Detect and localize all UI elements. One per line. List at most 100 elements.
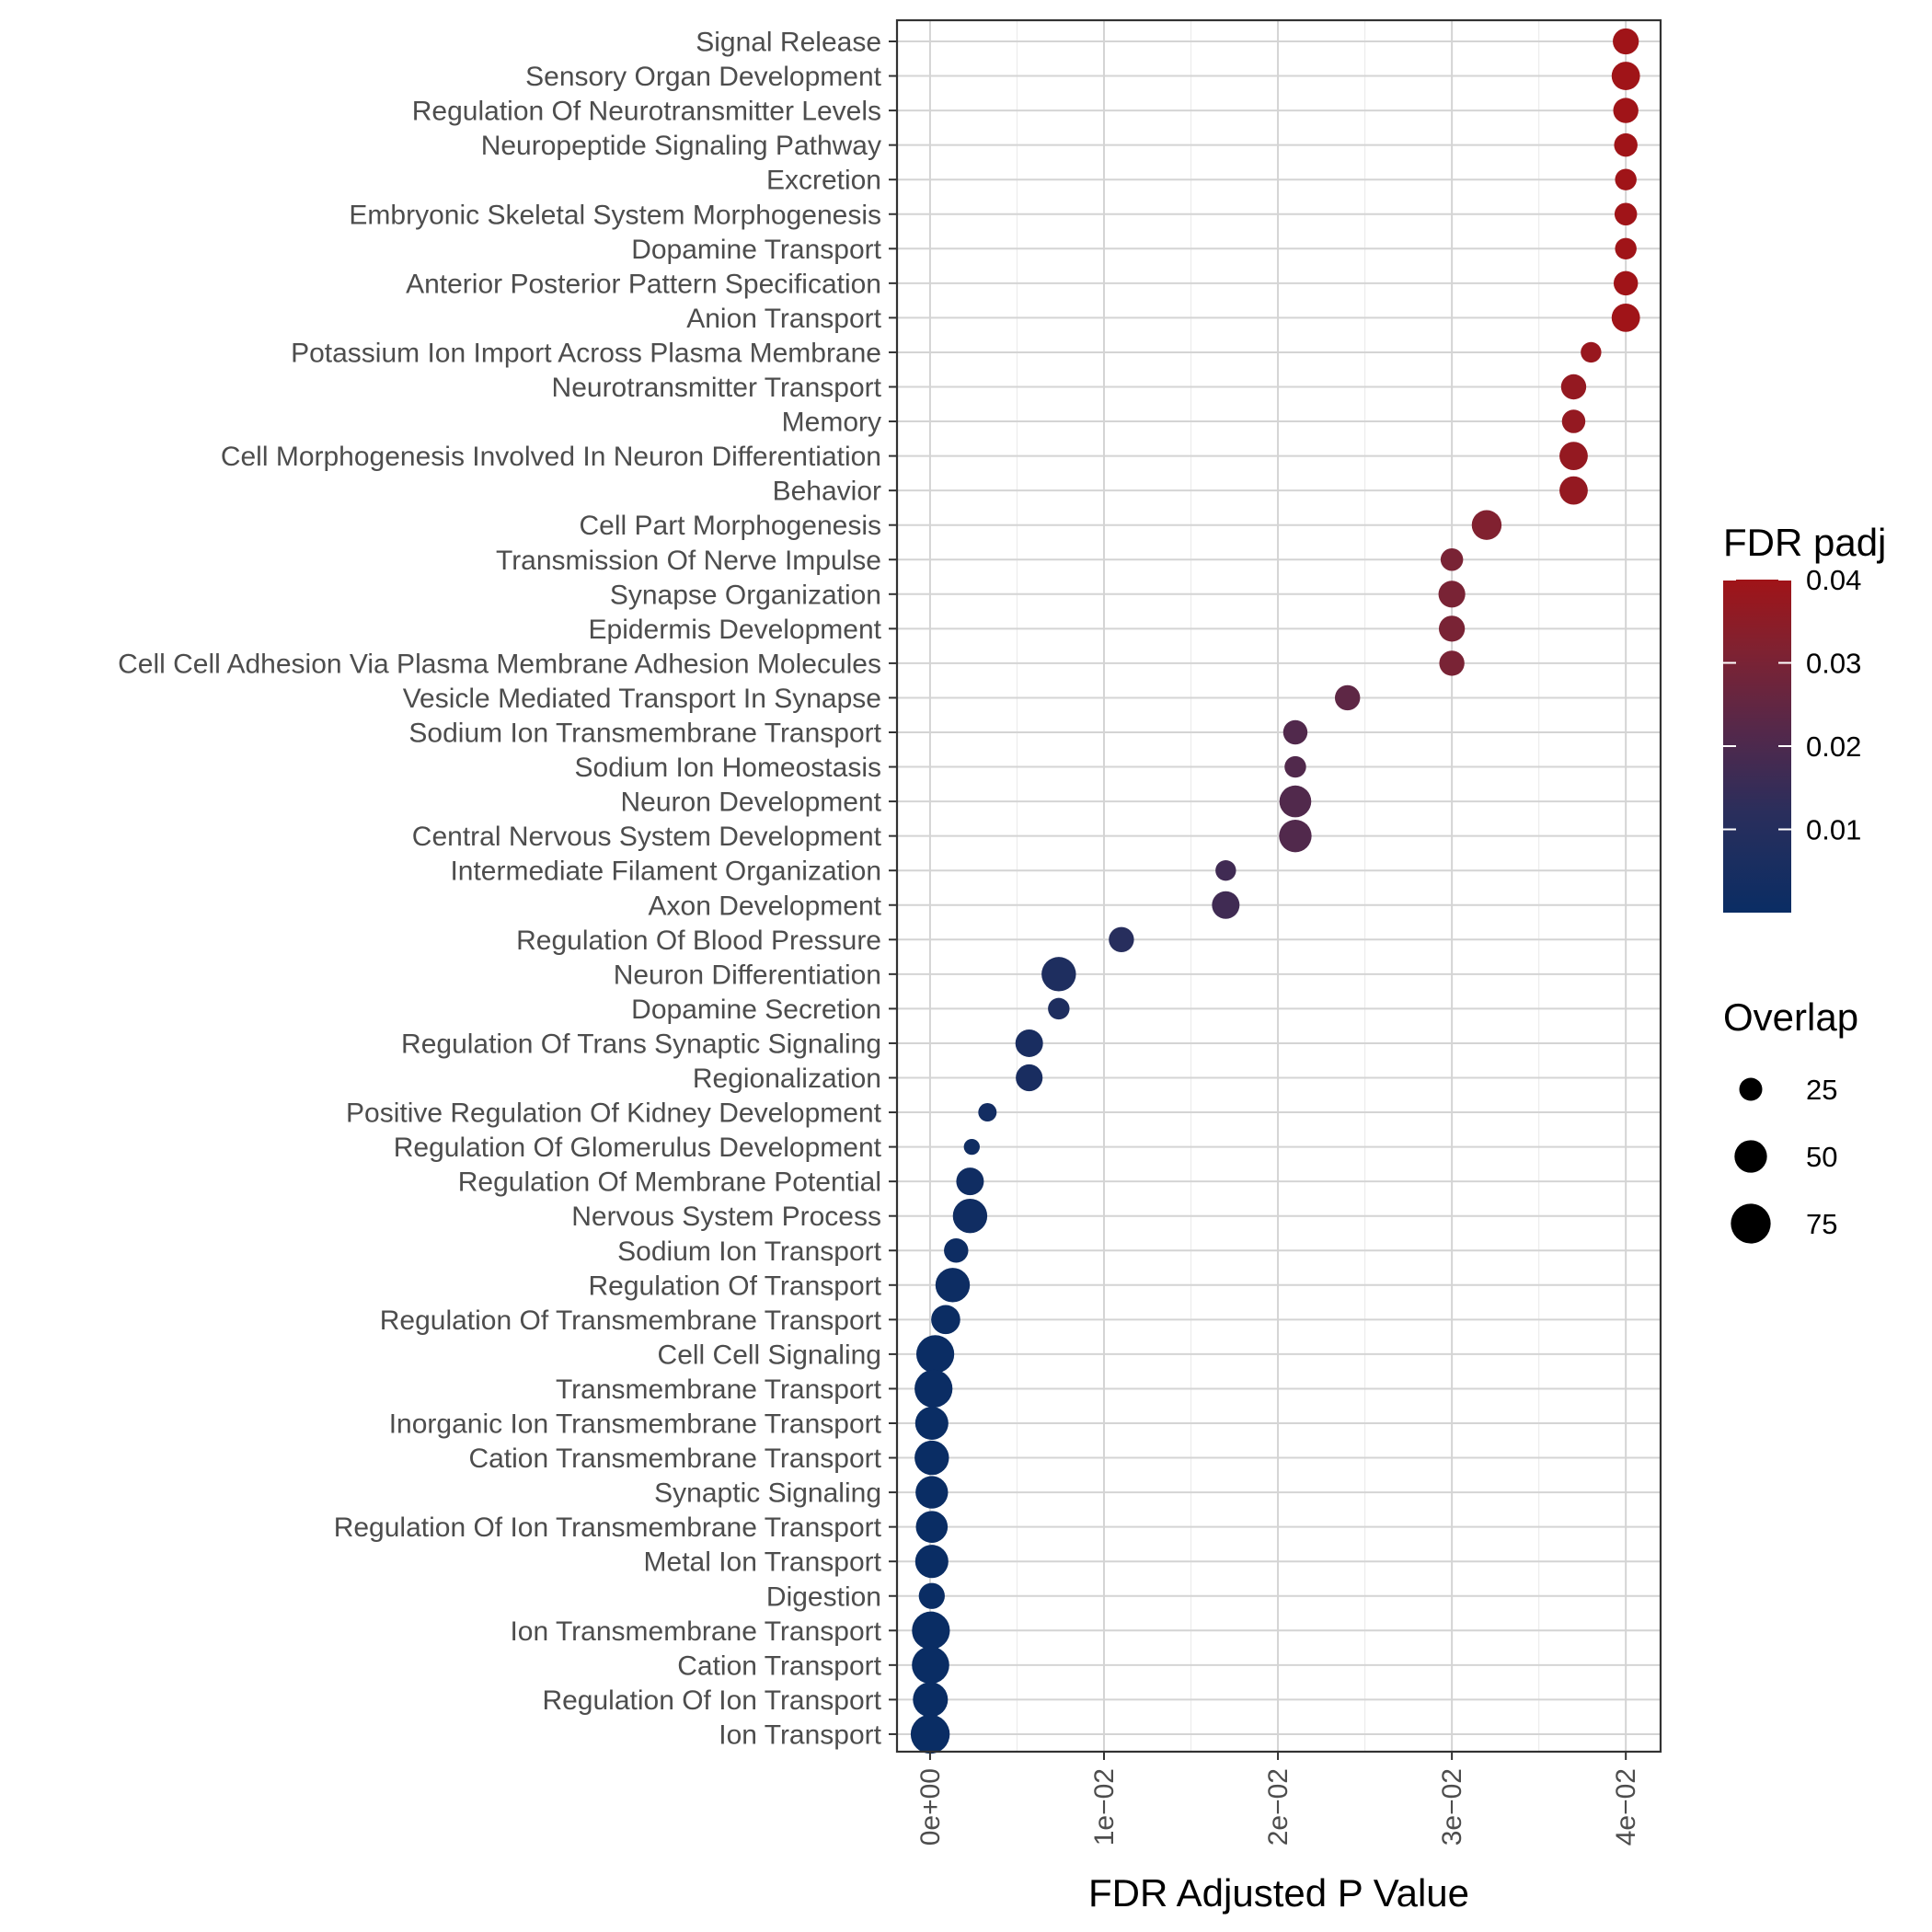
y-tick-label: Axon Development (649, 891, 882, 921)
data-point (918, 1582, 945, 1609)
x-axis: 0e+00 1e−02 2e−02 3e−02 4e−02 (915, 1752, 1641, 1846)
y-tick-label: Anion Transport (686, 304, 881, 334)
data-point (1048, 997, 1070, 1020)
y-tick-label: Sodium Ion Transmembrane Transport (408, 719, 881, 749)
y-tick-label: Dopamine Transport (631, 235, 881, 265)
y-tick-label: Regulation Of Ion Transmembrane Transpor… (334, 1512, 882, 1543)
data-point (914, 1406, 949, 1441)
data-point (1560, 374, 1587, 400)
color-legend-label: 0.04 (1806, 564, 1861, 596)
data-point (912, 1611, 950, 1650)
x-tick-label: 2e−02 (1263, 1768, 1294, 1846)
data-point (914, 1545, 949, 1579)
data-point (1284, 755, 1306, 778)
data-point (1015, 1029, 1043, 1057)
size-legend-key (1739, 1077, 1763, 1101)
y-tick-label: Transmembrane Transport (556, 1374, 882, 1405)
y-tick-label: Vesicle Mediated Transport In Synapse (403, 684, 881, 714)
data-point (1438, 615, 1466, 642)
y-tick-label: Regionalization (693, 1064, 881, 1094)
x-tick-label: 1e−02 (1089, 1768, 1120, 1846)
y-tick-label: Embryonic Skeletal System Morphogenesis (349, 200, 881, 230)
color-legend-title: FDR padj (1723, 521, 1886, 564)
color-legend-ticks: 0.01 0.02 0.03 0.04 (1723, 564, 1861, 846)
y-tick-label: Transmission Of Nerve Impulse (496, 546, 881, 576)
size-legend-label: 50 (1806, 1141, 1837, 1173)
y-tick-label: Cell Cell Adhesion Via Plasma Membrane A… (118, 649, 881, 679)
data-point (1439, 650, 1465, 676)
y-tick-label: Behavior (773, 477, 881, 507)
size-legend-key (1731, 1203, 1771, 1244)
data-point (910, 1714, 950, 1754)
data-point (1611, 62, 1640, 90)
size-legend-label: 25 (1806, 1074, 1837, 1106)
data-point (1282, 719, 1308, 745)
y-tick-label: Cell Morphogenesis Involved In Neuron Di… (221, 442, 881, 472)
y-tick-label: Anterior Posterior Pattern Specification (406, 269, 881, 299)
size-legend-keys: 25 50 75 (1731, 1074, 1837, 1244)
grid (897, 20, 1661, 1752)
color-legend-label: 0.03 (1806, 648, 1861, 680)
y-tick-label: Nervous System Process (571, 1202, 881, 1232)
y-tick-label: Neuron Development (621, 788, 882, 818)
data-point (1615, 168, 1637, 190)
y-tick-label: Ion Transmembrane Transport (510, 1616, 881, 1647)
data-point (1215, 860, 1236, 881)
data-point (914, 1369, 953, 1409)
y-tick-label: Dopamine Secretion (631, 995, 881, 1025)
y-tick-label: Ion Transport (719, 1719, 881, 1750)
data-point (1614, 202, 1638, 225)
data-point (915, 1511, 949, 1543)
color-legend-label: 0.01 (1806, 814, 1861, 846)
data-point (915, 1476, 949, 1509)
x-tick-label: 4e−02 (1611, 1768, 1641, 1846)
y-tick-label: Regulation Of Trans Synaptic Signaling (401, 1029, 881, 1059)
color-legend: FDR padj 0.01 0.02 0.03 0.04 (1723, 521, 1886, 913)
y-tick-label: Regulation Of Transport (588, 1271, 881, 1301)
y-tick-label: Regulation Of Neurotransmitter Levels (412, 97, 881, 127)
y-tick-label: Inorganic Ion Transmembrane Transport (389, 1409, 882, 1440)
y-tick-label: Neurotransmitter Transport (552, 373, 882, 403)
y-tick-label: Memory (782, 408, 881, 438)
x-tick-label: 3e−02 (1437, 1768, 1467, 1846)
y-tick-label: Cell Cell Signaling (658, 1340, 881, 1370)
size-legend-title: Overlap (1723, 995, 1858, 1039)
color-legend-label: 0.02 (1806, 730, 1861, 763)
data-point (1581, 341, 1602, 363)
y-tick-label: Metal Ion Transport (644, 1547, 882, 1578)
data-point (963, 1138, 980, 1156)
y-tick-label: Sodium Ion Homeostasis (575, 753, 882, 783)
data-point (956, 1167, 984, 1196)
data-point (1279, 785, 1312, 818)
y-tick-label: Potassium Ion Import Across Plasma Membr… (291, 338, 881, 368)
y-tick-label: Intermediate Filament Organization (450, 857, 881, 887)
data-point (1613, 28, 1639, 55)
data-point (913, 1682, 949, 1718)
data-point (978, 1103, 997, 1122)
y-tick-label: Cation Transport (677, 1650, 881, 1681)
size-legend-key (1734, 1140, 1767, 1173)
y-tick-label: Epidermis Development (589, 615, 882, 645)
y-tick-label: Regulation Of Blood Pressure (516, 926, 881, 956)
data-point (1440, 548, 1464, 571)
y-tick-label: Regulation Of Transmembrane Transport (380, 1305, 882, 1336)
y-tick-label: Regulation Of Glomerulus Development (394, 1133, 882, 1163)
size-legend: Overlap 25 50 75 (1723, 995, 1858, 1244)
data-point (914, 1440, 949, 1476)
data-point (915, 1335, 955, 1374)
y-tick-label: Neuron Differentiation (614, 960, 881, 990)
y-tick-label: Synaptic Signaling (654, 1478, 881, 1509)
x-tick-label: 0e+00 (915, 1768, 946, 1846)
data-point (1334, 684, 1361, 711)
data-point (1613, 98, 1639, 123)
data-point (1016, 1064, 1043, 1092)
y-tick-label: Positive Regulation Of Kidney Developmen… (346, 1098, 882, 1129)
data-point (1471, 510, 1502, 540)
data-point (1279, 819, 1312, 853)
y-tick-label: Cell Part Morphogenesis (580, 511, 882, 541)
data-point (1613, 270, 1639, 296)
data-point (1615, 237, 1637, 260)
y-tick-label: Neuropeptide Signaling Pathway (481, 131, 881, 161)
data-point (1212, 891, 1240, 919)
y-tick-label: Sensory Organ Development (525, 62, 882, 92)
